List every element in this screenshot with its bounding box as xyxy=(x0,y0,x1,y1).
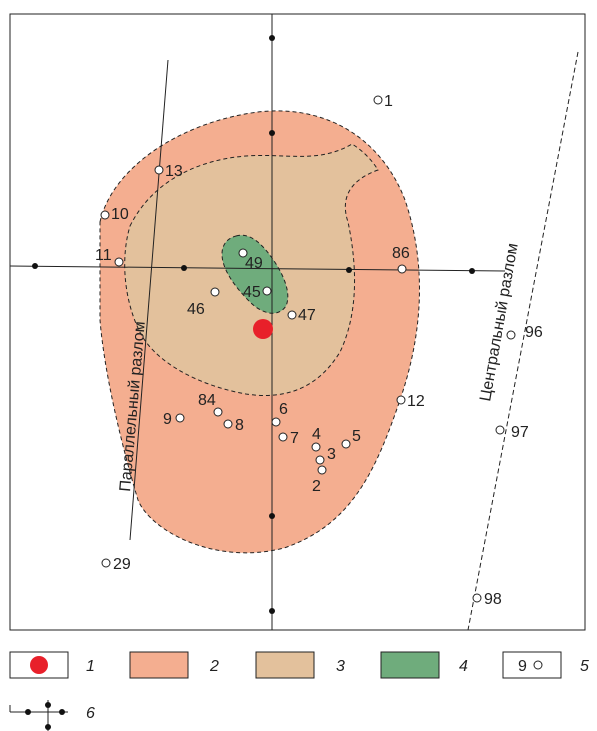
well-label: 47 xyxy=(298,307,316,324)
well-label: 8 xyxy=(235,417,244,434)
well-86: 86 xyxy=(392,245,410,274)
well-label: 3 xyxy=(327,446,336,463)
legend-number-1: 1 xyxy=(86,658,95,675)
legend-number-2: 2 xyxy=(209,658,219,675)
central-fault xyxy=(467,51,579,631)
legend-swatch-3 xyxy=(255,651,315,679)
profile-station xyxy=(346,267,352,273)
legend-swatch-2 xyxy=(129,651,189,679)
well-1: 1 xyxy=(373,93,393,110)
well-3: 3 xyxy=(315,446,336,465)
zone-inner xyxy=(221,234,289,314)
profile-station xyxy=(269,513,275,519)
well-label: 10 xyxy=(111,206,129,223)
well-11: 11 xyxy=(95,247,124,267)
well-label: 29 xyxy=(113,556,131,573)
well-label: 5 xyxy=(352,428,361,445)
legend-number-3: 3 xyxy=(336,658,345,675)
well-label: 86 xyxy=(392,245,410,262)
well-5: 5 xyxy=(341,428,361,449)
well-label: 9 xyxy=(163,411,172,428)
well-6: 6 xyxy=(271,401,288,427)
well-label: 2 xyxy=(312,478,321,495)
well-label: 49 xyxy=(245,255,263,272)
well-label: 46 xyxy=(187,301,205,318)
well-2: 2 xyxy=(312,465,327,495)
well-label: 6 xyxy=(279,401,288,418)
profile-station xyxy=(269,608,275,614)
well-label: 84 xyxy=(198,392,216,409)
well-label: 45 xyxy=(243,284,261,301)
legend-well-sample-label: 9 xyxy=(518,658,527,675)
legend-swatch-5 xyxy=(502,651,562,679)
epicenter-marker xyxy=(253,319,273,339)
legend-profile-icon xyxy=(9,700,68,731)
well-84: 84 xyxy=(198,392,223,417)
well-label: 7 xyxy=(290,430,299,447)
well-12: 12 xyxy=(396,393,425,410)
well-label: 98 xyxy=(484,591,502,608)
well-29: 29 xyxy=(101,556,131,573)
well-7: 7 xyxy=(278,430,299,447)
well-49: 49 xyxy=(238,248,263,272)
well-47: 47 xyxy=(287,307,316,324)
well-label: 12 xyxy=(407,393,425,410)
well-label: 11 xyxy=(95,247,112,264)
well-9: 9 xyxy=(163,411,185,428)
well-96: 96 xyxy=(506,324,543,341)
well-4: 4 xyxy=(311,426,321,452)
well-46: 46 xyxy=(187,287,220,318)
legend-swatch-4 xyxy=(380,651,440,679)
well-label: 1 xyxy=(384,93,393,110)
profile-stations xyxy=(32,35,475,614)
profile-station xyxy=(269,35,275,41)
well-13: 13 xyxy=(154,163,183,180)
profile-station xyxy=(181,265,187,271)
well-label: 4 xyxy=(312,426,321,443)
parallel-fault xyxy=(129,59,169,541)
legend-epicenter-icon xyxy=(30,656,48,674)
profile-station xyxy=(269,130,275,136)
well-label: 13 xyxy=(165,163,183,180)
profile-station xyxy=(469,268,475,274)
well-98: 98 xyxy=(472,591,502,608)
well-label: 97 xyxy=(511,424,529,441)
wells: 1 13 10 11 49 45 46 47 86 96 12 97 84 9 … xyxy=(95,93,543,608)
legend-number-5: 5 xyxy=(580,658,589,675)
well-10: 10 xyxy=(100,206,129,223)
legend-number-4: 4 xyxy=(459,658,468,675)
well-97: 97 xyxy=(495,424,529,441)
legend-well-icon xyxy=(533,660,543,670)
well-label: 96 xyxy=(525,324,543,341)
legend: 1 2 3 4 9 5 6 xyxy=(9,651,589,731)
profile-horizontal xyxy=(9,265,506,272)
profile-station xyxy=(32,263,38,269)
well-8: 8 xyxy=(223,417,244,434)
well-45: 45 xyxy=(243,284,272,301)
legend-number-6: 6 xyxy=(86,705,95,722)
